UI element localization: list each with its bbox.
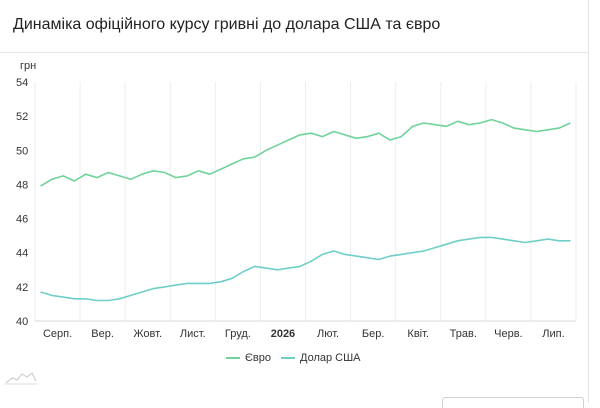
legend-label-usd: Долар США [300, 352, 361, 364]
y-axis-unit-label: грн [20, 60, 37, 72]
legend-swatch-euro [226, 357, 240, 359]
chart-legend: Євро Долар США [0, 352, 588, 368]
y-tick-label: 52 [16, 111, 28, 123]
x-tick-label: Лист. [180, 328, 206, 340]
series-line-usd [40, 236, 571, 302]
grid-layer [34, 82, 577, 322]
y-tick-label: 54 [16, 77, 28, 89]
mini-chart-icon[interactable] [4, 369, 38, 385]
x-tick-label: Черв. [494, 328, 522, 340]
x-tick-label: Квіт. [407, 328, 429, 340]
x-tick-label: Бер. [362, 328, 385, 340]
chart-card: Динаміка офіційного курсу гривні до дола… [0, 0, 589, 403]
legend-item-euro[interactable]: Євро [226, 352, 271, 364]
x-axis-ticks: Серп. Вер. Жовт. Лист. Груд. 2026 Лют. Бер. Квіт… [43, 328, 565, 340]
legend-swatch-usd [281, 357, 295, 359]
x-tick-label: Лип. [542, 328, 564, 340]
y-tick-label: 44 [16, 248, 28, 260]
y-tick-label: 40 [16, 316, 28, 328]
x-tick-label: Трав. [450, 328, 477, 340]
page-title: Динаміка офіційного курсу гривні до дола… [13, 16, 441, 33]
chart-header: Динаміка офіційного курсу гривні до дола… [0, 0, 588, 53]
x-tick-label: 2026 [271, 328, 295, 340]
line-chart: 40 42 44 46 48 50 52 54 Серп. Вер. Жовт. Лист. Груд… [16, 77, 577, 340]
legend-item-usd[interactable]: Долар США [281, 352, 361, 364]
x-tick-label: Жовт. [133, 328, 162, 340]
y-tick-label: 48 [16, 179, 28, 191]
series-line-euro [40, 118, 571, 187]
y-tick-label: 46 [16, 214, 28, 226]
y-tick-label: 50 [16, 145, 28, 157]
legend-label-euro: Євро [245, 352, 271, 364]
y-tick-label: 42 [16, 282, 28, 294]
x-tick-label: Лют. [317, 328, 339, 340]
series-layer [40, 118, 571, 302]
x-tick-label: Груд. [225, 328, 251, 340]
x-tick-label: Вер. [91, 328, 114, 340]
x-tick-label: Серп. [43, 328, 72, 340]
y-axis-ticks: 40 42 44 46 48 50 52 54 [16, 77, 28, 328]
